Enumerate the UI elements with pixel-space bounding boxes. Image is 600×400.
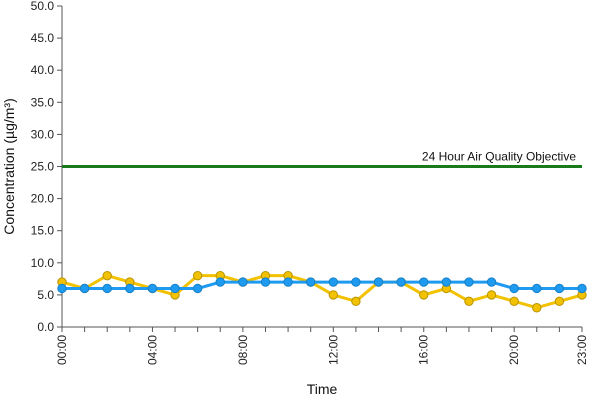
series-2-point [577, 283, 587, 294]
series-1-point [351, 296, 361, 307]
series-2-point [238, 277, 248, 287]
series-1-point [328, 290, 339, 300]
y-tick-label: 45.0 [31, 31, 55, 45]
series-1-point [532, 303, 542, 313]
series-2-point [351, 277, 361, 287]
series-1-point [464, 296, 474, 307]
series-2-point [283, 277, 293, 287]
y-tick-label: 40.0 [31, 63, 55, 77]
y-tick-label: 15.0 [31, 224, 55, 238]
series-2-point [125, 283, 135, 294]
series-2-point [419, 277, 429, 287]
y-tick-label: 5.0 [37, 288, 54, 302]
y-tick-label: 50.0 [31, 0, 55, 13]
series-1-point [509, 296, 519, 307]
series-2-point [554, 283, 565, 294]
series-1-point [419, 290, 429, 300]
series-2-point [328, 277, 339, 287]
series-2-point [170, 283, 180, 294]
series-2-point [509, 283, 519, 294]
y-axis-ticks: 0.0 5.0 10.0 15.0 20.0 25.0 30.0 35.0 40.0 45.0 50… [31, 0, 62, 334]
x-tick-label: 04:00 [145, 335, 159, 365]
series-2-point [147, 283, 158, 294]
series-2-point [441, 277, 452, 287]
series-2-point [260, 277, 271, 287]
series-2-point [373, 277, 384, 287]
y-tick-label: 25.0 [31, 160, 55, 174]
x-tick-label: 00:00 [55, 335, 69, 365]
y-tick-label: 35.0 [31, 95, 55, 109]
series-2-point [396, 277, 406, 287]
series-1-point [102, 270, 112, 281]
x-axis-title: Time [307, 381, 338, 397]
series-layer [57, 270, 587, 313]
series-2-point [192, 283, 203, 294]
y-tick-label: 20.0 [31, 192, 55, 206]
y-tick-label: 10.0 [31, 256, 55, 270]
series-1-line [60, 274, 584, 310]
air-quality-objective-label: 24 Hour Air Quality Objective [422, 150, 576, 164]
series-2-point [464, 277, 474, 287]
series-2-point [215, 277, 225, 287]
series-2-point [486, 277, 497, 287]
series-2-point [305, 277, 316, 287]
series-2-point [102, 283, 112, 294]
x-tick-label: 12:00 [326, 335, 340, 365]
series-1-point [192, 270, 203, 281]
x-tick-label: 16:00 [417, 335, 431, 365]
series-2-point [57, 283, 67, 294]
y-tick-label: 0.0 [37, 320, 54, 334]
reference-line-group: 24 Hour Air Quality Objective [62, 150, 582, 168]
series-2-point [79, 283, 90, 294]
series-1-point [554, 296, 565, 307]
x-tick-label: 23:00 [575, 335, 589, 365]
x-axis-ticks: 00:00 04:00 08:00 12:00 16:00 20:00 23:00 [55, 327, 589, 365]
series-1-point [486, 290, 497, 300]
x-tick-label: 08:00 [236, 335, 250, 365]
y-tick-label: 30.0 [31, 127, 55, 141]
x-tick-label: 20:00 [507, 335, 521, 365]
series-2-point [532, 283, 542, 294]
y-axis-title: Concentration (µg/m³) [1, 98, 17, 234]
